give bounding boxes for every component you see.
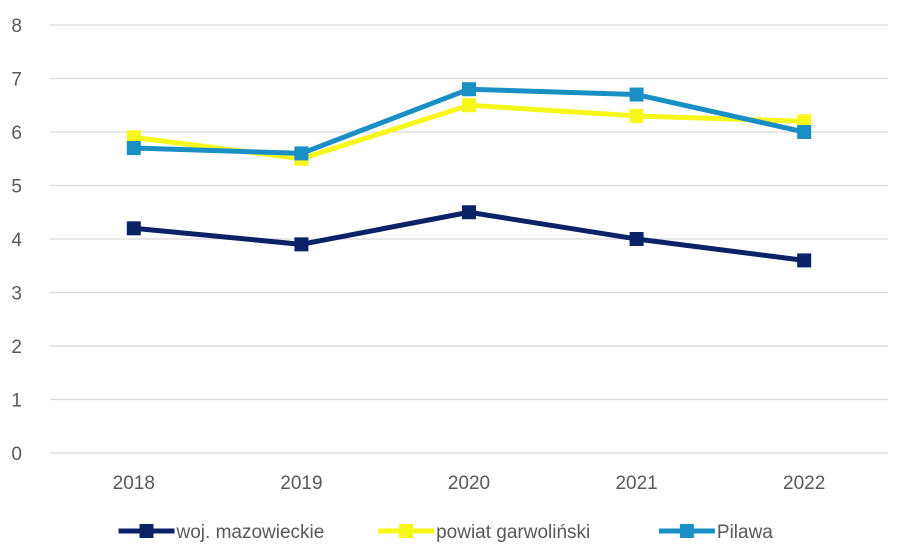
y-tick-label: 2 [11,337,22,358]
x-axis-ticks: 2018 2019 2020 2021 2022 [113,473,826,494]
y-tick-label: 5 [11,177,22,198]
y-tick-label: 3 [11,284,22,305]
data-point [629,87,644,102]
x-tick-label: 2018 [113,473,155,494]
data-point [126,141,141,156]
data-point [797,114,812,129]
data-point [462,82,476,97]
data-point [629,232,644,246]
y-tick-label: 7 [11,70,22,91]
x-tick-label: 2021 [615,473,657,494]
legend: woj. mazowieckie powiat garwoliński Pilawa [118,522,773,543]
gridlines [50,24,888,454]
legend-label: Pilawa [717,522,773,543]
data-point [797,125,812,139]
y-tick-label: 1 [11,391,22,412]
x-tick-label: 2022 [783,473,825,494]
data-point [126,130,141,145]
y-tick-label: 6 [11,123,22,144]
legend-marker [139,524,154,538]
data-point [294,146,309,161]
y-axis-ticks: 0 1 2 3 4 5 6 7 8 [11,16,22,465]
data-point [294,237,309,252]
legend-item: powiat garwoliński [378,522,590,543]
data-point [462,98,476,113]
legend-label: powiat garwoliński [436,522,590,543]
y-tick-label: 8 [11,16,22,37]
series-line [131,209,807,263]
series-lines [126,82,812,268]
x-tick-label: 2020 [448,473,490,494]
data-point [462,205,476,220]
data-point [126,221,141,236]
y-tick-label: 4 [11,230,22,251]
x-tick-label: 2019 [280,473,322,494]
legend-marker [399,524,414,538]
legend-item: Pilawa [658,522,773,543]
series-2 [126,82,812,161]
data-point [629,108,644,123]
data-point [797,253,812,268]
legend-marker [679,524,694,538]
legend-label: woj. mazowieckie [176,522,325,543]
legend-item: woj. mazowieckie [118,522,325,543]
series-0 [126,205,812,268]
y-tick-label: 0 [11,444,22,465]
